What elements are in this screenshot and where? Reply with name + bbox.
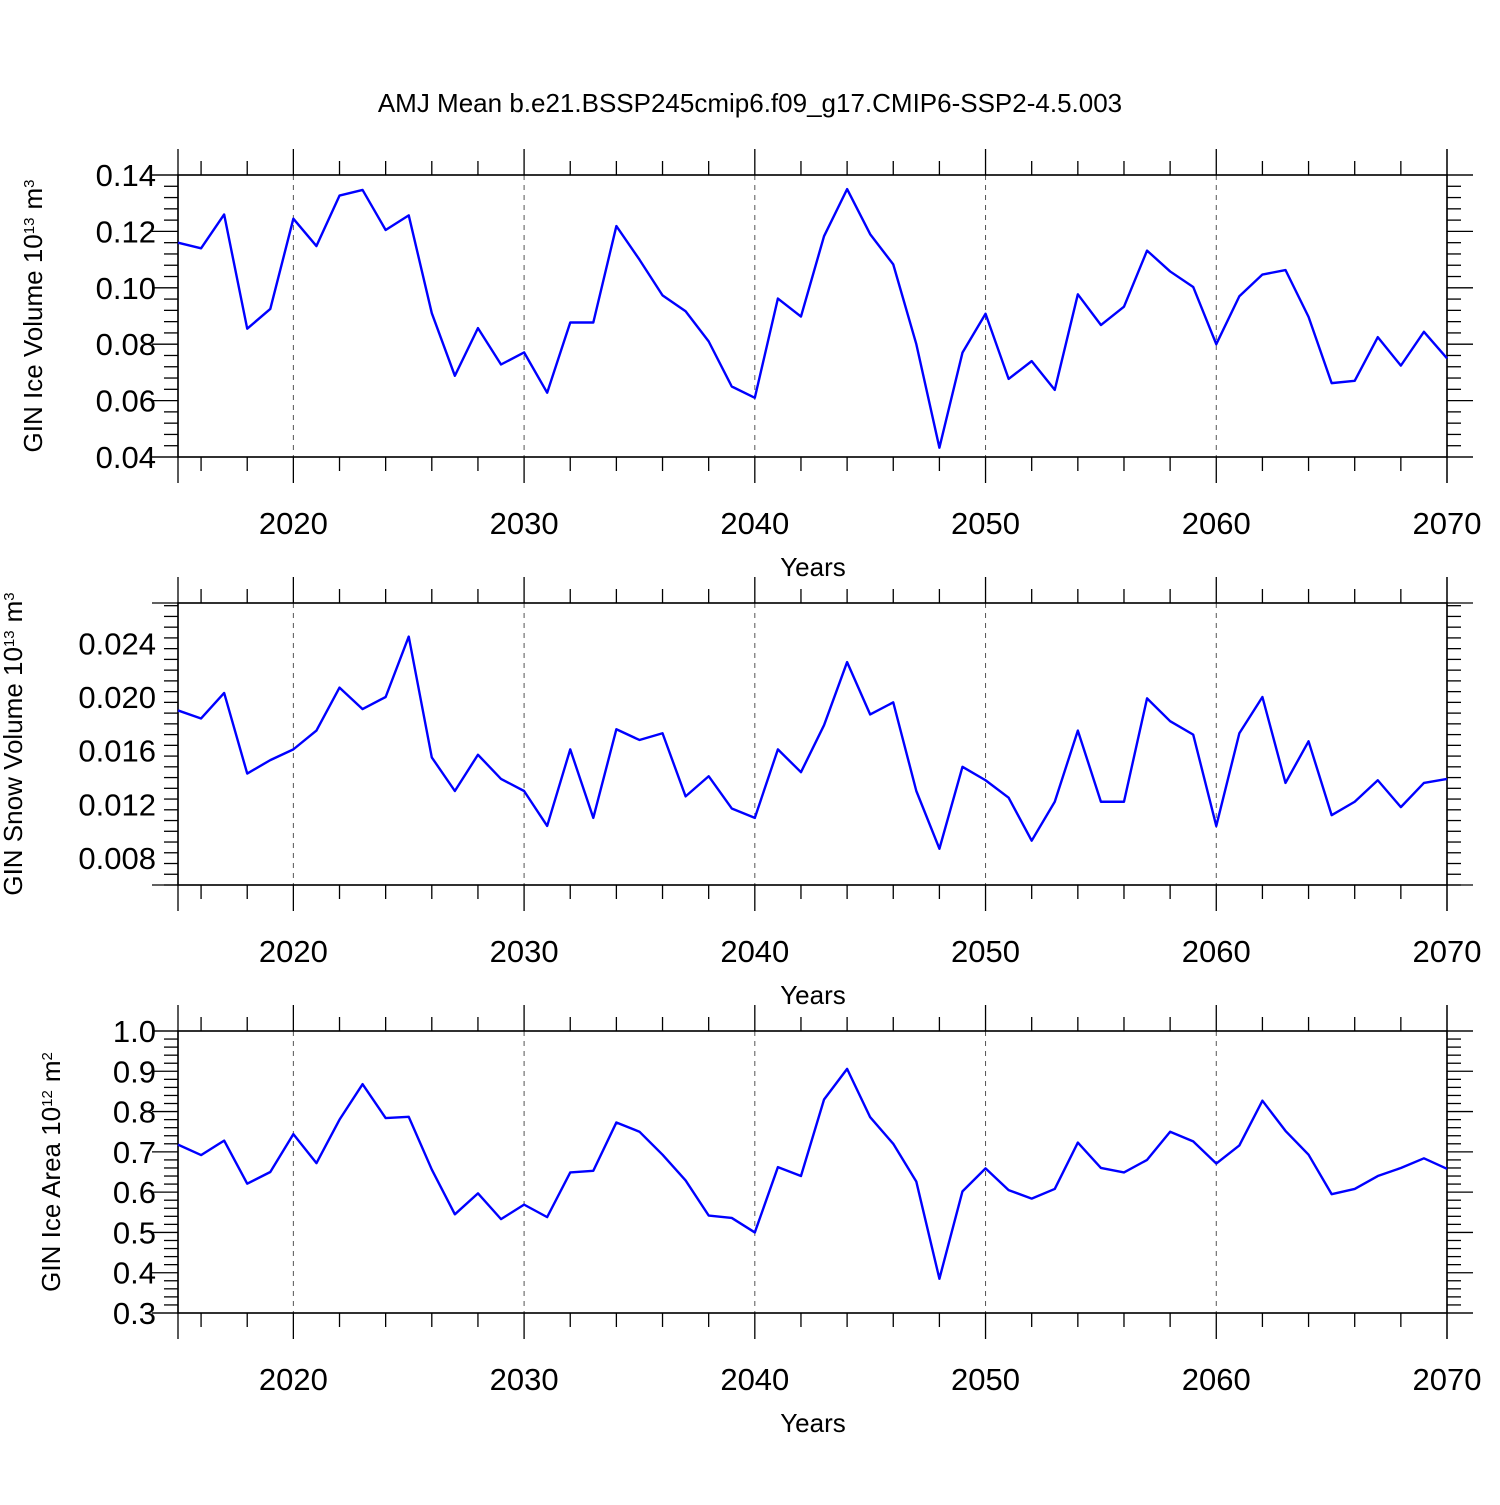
- ice-volume-xtick-label: 2050: [951, 506, 1020, 541]
- ice-area-ytick-label: 0.7: [113, 1135, 156, 1170]
- ice-volume-ticks: [152, 149, 1473, 483]
- ice-volume-xtick-labels: 2020 2030 2040 2050 2060 2070: [259, 506, 1482, 541]
- ice-volume-series-line: [177, 187, 1448, 449]
- snow-volume-x-axis-title: Years: [780, 980, 846, 1010]
- ice-volume-xtick-label: 2030: [490, 506, 559, 541]
- ice-volume-panel: 0.04 0.06 0.08 0.10 0.12 0.14 2020 2030 2040 205…: [18, 149, 1481, 582]
- snow-volume-series-line: [177, 635, 1448, 850]
- snow-volume-ylabel-main: GIN Snow Volume 10: [0, 647, 28, 896]
- ice-volume-x-axis-title: Years: [780, 552, 846, 582]
- ice-area-ytick-label: 0.6: [113, 1175, 156, 1210]
- snow-volume-xtick-label: 2030: [490, 934, 559, 969]
- ice-area-ylabel-unit-exp: 2: [39, 1052, 56, 1060]
- snow-volume-ytick-label: 0.012: [78, 787, 156, 822]
- ice-area-panel: 0.3 0.4 0.5 0.6 0.7 0.8 0.9 1.0 2020 2030 2040 205…: [36, 1005, 1481, 1438]
- ice-area-ytick-label: 0.8: [113, 1095, 156, 1130]
- snow-volume-xtick-label: 2060: [1182, 934, 1251, 969]
- ice-volume-ytick-label: 0.06: [96, 384, 156, 419]
- ice-area-ytick-label: 1.0: [113, 1014, 156, 1049]
- ice-area-xtick-label: 2040: [720, 1362, 789, 1397]
- ice-area-xtick-label: 2030: [490, 1362, 559, 1397]
- snow-volume-ylabel-unit: m: [0, 601, 28, 623]
- ice-area-ylabel-exp: 12: [39, 1090, 56, 1107]
- ice-volume-xtick-label: 2020: [259, 506, 328, 541]
- ice-volume-xtick-label: 2070: [1413, 506, 1482, 541]
- snow-volume-ytick-label: 0.024: [78, 626, 156, 661]
- snow-volume-xtick-label: 2040: [720, 934, 789, 969]
- ice-volume-ylabel-unit: m: [18, 188, 48, 210]
- ice-area-ytick-label: 0.4: [113, 1256, 156, 1291]
- ice-volume-ytick-label: 0.04: [96, 440, 156, 475]
- ice-area-ytick-label: 0.9: [113, 1054, 156, 1089]
- snow-volume-ylabel-exp: 13: [1, 630, 18, 647]
- ice-volume-ytick-label: 0.12: [96, 214, 156, 249]
- ice-volume-ylabel-main: GIN Ice Volume 10: [18, 234, 48, 452]
- ice-volume-xtick-label: 2060: [1182, 506, 1251, 541]
- snow-volume-grid: [292, 603, 1217, 885]
- ice-area-xtick-label: 2050: [951, 1362, 1020, 1397]
- ice-area-plot-frame: [177, 1030, 1448, 1314]
- ice-area-y-axis-title: GIN Ice Area 1012 m2: [36, 1052, 66, 1292]
- ice-area-xtick-label: 2060: [1182, 1362, 1251, 1397]
- snow-volume-ytick-labels: 0.008 0.012 0.016 0.020 0.024: [78, 626, 156, 876]
- ice-volume-ylabel-exp: 13: [21, 218, 38, 235]
- ice-area-grid: [292, 1031, 1217, 1313]
- chart-title: AMJ Mean b.e21.BSSP245cmip6.f09_g17.CMIP…: [378, 88, 1122, 118]
- ice-volume-plot-frame: [177, 174, 1448, 458]
- ice-area-ticks: [152, 1005, 1473, 1339]
- ice-area-series-line: [177, 1067, 1448, 1280]
- ice-volume-ytick-labels: 0.04 0.06 0.08 0.10 0.12 0.14: [96, 158, 156, 475]
- ice-area-ylabel-unit: m: [36, 1061, 66, 1083]
- snow-volume-xtick-label: 2050: [951, 934, 1020, 969]
- ice-volume-xtick-label: 2040: [720, 506, 789, 541]
- ice-volume-ytick-label: 0.08: [96, 327, 156, 362]
- snow-volume-xtick-label: 2020: [259, 934, 328, 969]
- ice-volume-ylabel-unit-exp: 3: [21, 180, 38, 188]
- ice-area-ytick-label: 0.5: [113, 1215, 156, 1250]
- snow-volume-plot-frame: [177, 602, 1448, 886]
- snow-volume-xtick-label: 2070: [1413, 934, 1482, 969]
- ice-area-x-axis-title: Years: [780, 1408, 846, 1438]
- snow-volume-ytick-label: 0.008: [78, 841, 156, 876]
- ice-area-ytick-labels: 0.3 0.4 0.5 0.6 0.7 0.8 0.9 1.0: [113, 1014, 156, 1331]
- ice-volume-ytick-label: 0.14: [96, 158, 156, 193]
- ice-area-xtick-labels: 2020 2030 2040 2050 2060 2070: [259, 1362, 1482, 1397]
- ice-area-ylabel-main: GIN Ice Area 10: [36, 1107, 66, 1292]
- snow-volume-ytick-label: 0.020: [78, 680, 156, 715]
- ice-volume-y-axis-title: GIN Ice Volume 1013 m3: [18, 180, 48, 453]
- ice-area-ytick-label: 0.3: [113, 1296, 156, 1331]
- snow-volume-xtick-labels: 2020 2030 2040 2050 2060 2070: [259, 934, 1482, 969]
- ice-area-xtick-label: 2070: [1413, 1362, 1482, 1397]
- ice-volume-ytick-label: 0.10: [96, 271, 156, 306]
- snow-volume-ytick-label: 0.016: [78, 734, 156, 769]
- snow-volume-ylabel-unit-exp: 3: [1, 592, 18, 600]
- ice-area-xtick-label: 2020: [259, 1362, 328, 1397]
- snow-volume-y-axis-title: GIN Snow Volume 1013 m3: [0, 592, 28, 895]
